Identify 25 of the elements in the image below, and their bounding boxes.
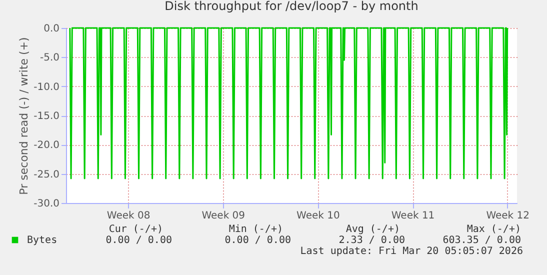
y-tick-label: -10.0 (34, 82, 60, 93)
x-tick-label: Week 11 (391, 210, 435, 222)
chart-title: Disk throughput for /dev/loop7 - by month (164, 0, 418, 13)
text: 603.35 / 0.00 (442, 235, 521, 246)
y-tick-label: -5.0 (40, 52, 60, 64)
text: Avg (-/+) (346, 224, 400, 235)
x-tick-label: Week 12 (486, 210, 530, 222)
y-tick-label: -15.0 (34, 111, 60, 122)
text: Cur (-/+) (108, 224, 163, 235)
x-tick-label: Week 08 (106, 210, 150, 222)
text: Max (-/+) (466, 224, 521, 235)
y-axis-title: Pr second read (-) / write (+) (18, 37, 31, 195)
x-tick-label: Week 09 (202, 210, 246, 222)
text: Min (-/+) (228, 224, 283, 235)
y-tick-label: -30.0 (34, 198, 60, 210)
y-tick-label: -25.0 (34, 169, 60, 180)
y-tick-label: 0.0 (44, 24, 60, 34)
text: 0.00 / 0.00 (224, 235, 291, 246)
legend-label: Bytes (27, 235, 58, 246)
line-series (69, 27, 508, 180)
text: 2.33 / 0.00 (338, 235, 405, 246)
y-tick-label: -20.0 (34, 140, 60, 152)
text: 0.00 / 0.00 (106, 235, 172, 246)
x-tick-label: Week 10 (296, 210, 340, 222)
text: Last update: Fri Mar 20 05:05:07 2026 (300, 246, 523, 257)
